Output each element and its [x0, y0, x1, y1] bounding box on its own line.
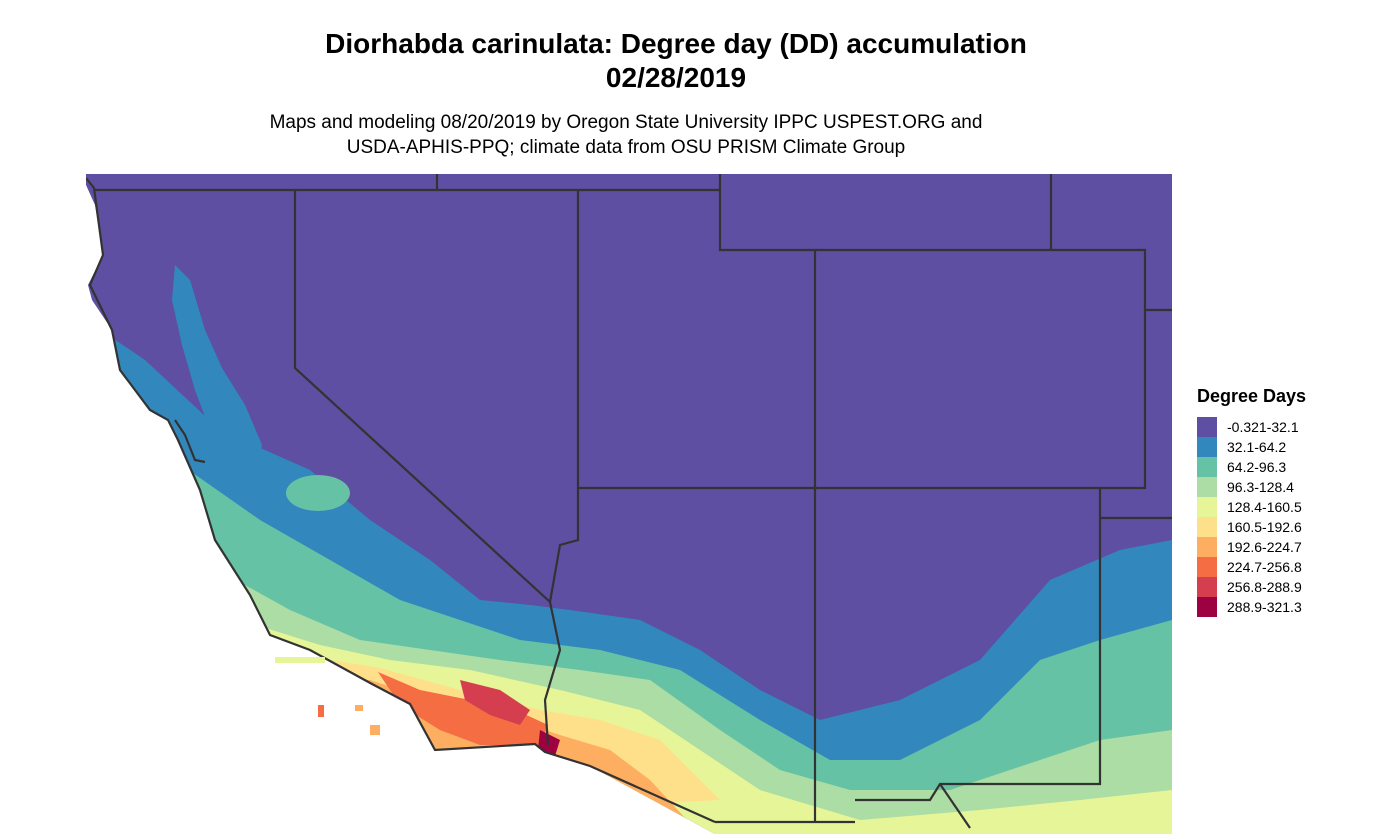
map-svg — [86, 174, 1172, 834]
zone-2-valley — [172, 265, 262, 475]
legend-item: 96.3-128.4 — [1197, 477, 1306, 497]
legend-swatch — [1197, 557, 1217, 577]
legend-item: 64.2-96.3 — [1197, 457, 1306, 477]
legend-item: 160.5-192.6 — [1197, 517, 1306, 537]
legend-items: -0.321-32.1 32.1-64.2 64.2-96.3 96.3-128… — [1197, 417, 1306, 617]
legend: Degree Days -0.321-32.1 32.1-64.2 64.2-9… — [1197, 386, 1306, 617]
state-boundaries — [86, 174, 1172, 829]
legend-swatch — [1197, 417, 1217, 437]
zone-3-patch — [286, 475, 350, 511]
legend-swatch — [1197, 517, 1217, 537]
legend-title: Degree Days — [1197, 386, 1307, 406]
legend-label: 256.8-288.9 — [1227, 579, 1302, 595]
zone-9 — [460, 680, 530, 725]
legend-label: 128.4-160.5 — [1227, 499, 1302, 515]
legend-label: 160.5-192.6 — [1227, 519, 1302, 535]
legend-swatch — [1197, 537, 1217, 557]
legend-item: 224.7-256.8 — [1197, 557, 1306, 577]
legend-label: -0.321-32.1 — [1227, 419, 1299, 435]
pacific-coastline — [86, 177, 716, 824]
legend-label: 96.3-128.4 — [1227, 479, 1294, 495]
legend-item: 256.8-288.9 — [1197, 577, 1306, 597]
california-nevada-border — [293, 190, 562, 746]
legend-item: 192.6-224.7 — [1197, 537, 1306, 557]
island — [275, 657, 325, 663]
legend-label: 288.9-321.3 — [1227, 599, 1302, 615]
zone-8 — [378, 672, 548, 745]
subtitle-line-2: USDA-APHIS-PPQ; climate data from OSU PR… — [346, 137, 906, 158]
degree-day-map — [86, 174, 1172, 834]
channel-islands — [275, 657, 380, 735]
legend-swatch — [1197, 497, 1217, 517]
legend-item: 288.9-321.3 — [1197, 597, 1306, 617]
legend-swatch — [1197, 477, 1217, 497]
legend-label: 32.1-64.2 — [1227, 439, 1287, 455]
map-title: Diorhabda carinulata: Degree day (DD) ac… — [200, 27, 1152, 95]
legend-item: 128.4-160.5 — [1197, 497, 1306, 517]
san-francisco-bay-outline — [174, 419, 206, 464]
degree-day-raster — [86, 174, 1172, 834]
island — [318, 705, 324, 717]
island — [370, 725, 380, 735]
title-species-line: Diorhabda carinulata: Degree day (DD) ac… — [325, 28, 1027, 59]
legend-swatch — [1197, 577, 1217, 597]
legend-swatch — [1197, 437, 1217, 457]
legend-swatch — [1197, 597, 1217, 617]
subtitle-line-1: Maps and modeling 08/20/2019 by Oregon S… — [269, 112, 983, 133]
nevada-utah-border — [548, 190, 580, 603]
legend-item: -0.321-32.1 — [1197, 417, 1306, 437]
island — [355, 705, 363, 711]
legend-item: 32.1-64.2 — [1197, 437, 1306, 457]
rio-grande-border — [939, 783, 971, 829]
title-date-line: 02/28/2019 — [605, 62, 747, 93]
utah-wyoming-colorado-border — [578, 174, 1147, 490]
legend-label: 224.7-256.8 — [1227, 559, 1302, 575]
legend-label: 192.6-224.7 — [1227, 539, 1302, 555]
legend-label: 64.2-96.3 — [1227, 459, 1287, 475]
map-subtitle: Maps and modeling 08/20/2019 by Oregon S… — [200, 110, 1052, 160]
legend-swatch — [1197, 457, 1217, 477]
